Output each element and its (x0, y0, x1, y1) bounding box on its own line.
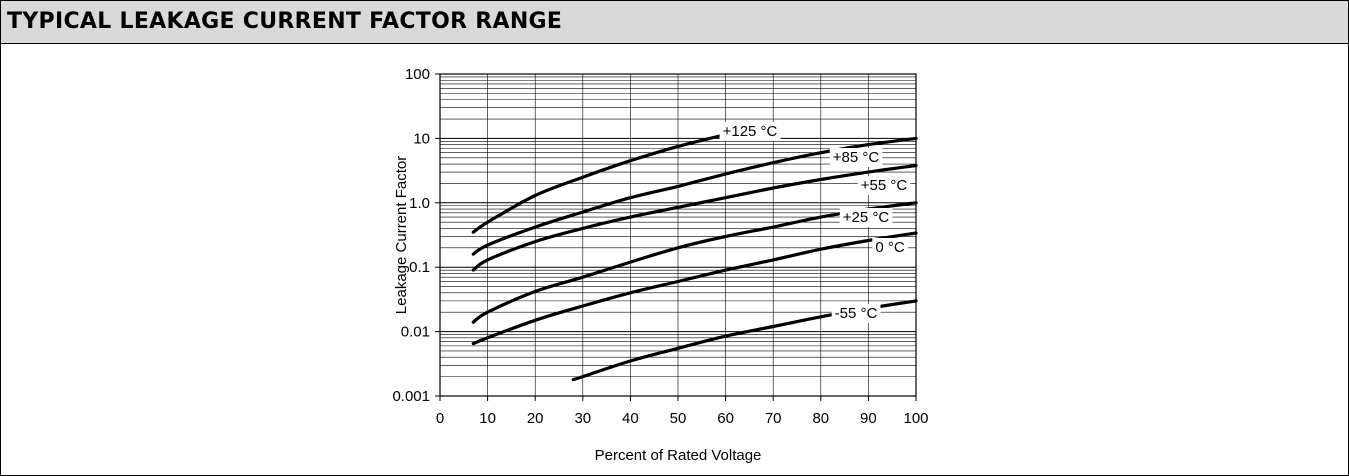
y-tick-label: 1.0 (409, 195, 430, 212)
series-label-group: +25 °C (839, 208, 893, 227)
figure-title: TYPICAL LEAKAGE CURRENT FACTOR RANGE (7, 9, 563, 34)
series-label-bg (719, 122, 781, 141)
series-label-bg (872, 238, 908, 257)
x-tick-label: 30 (574, 410, 591, 427)
y-axis-label: Leakage Current Factor (393, 156, 410, 314)
series-label-bg (857, 176, 911, 195)
y-tick-label: 0.001 (392, 388, 430, 405)
series-label: +125 °C (723, 123, 778, 140)
series-label-group: +125 °C (719, 122, 781, 141)
x-axis-label: Percent of Rated Voltage (595, 447, 762, 464)
series-label-group: +55 °C (857, 176, 911, 195)
series-label: +55 °C (861, 177, 908, 194)
x-tick-label: 10 (479, 410, 496, 427)
x-tick-label: 80 (812, 410, 829, 427)
chart-grid (439, 73, 917, 397)
series-line (471, 201, 918, 324)
series-label: 0 °C (875, 239, 905, 256)
series-label-bg (831, 304, 881, 323)
y-tick-label: 100 (405, 66, 430, 83)
chart-ticks: 0 10 20 30 40 50 60 70 80 90 100 100 10 1.0 0.1 0.01 0.0… (392, 66, 928, 427)
y-tick-label: 10 (413, 130, 430, 147)
series-label-group: 0 °C (872, 238, 908, 257)
x-tick-label: 0 (436, 410, 444, 427)
x-tick-label: 90 (860, 410, 877, 427)
series-label-bg (829, 148, 883, 167)
chart-series-labels: +125 °C +85 °C +55 °C +25 °C 0 °C -55 °C (719, 122, 911, 323)
series-label-group: -55 °C (831, 304, 881, 323)
x-tick-label: 100 (903, 410, 928, 427)
series-label-bg (839, 208, 893, 227)
x-tick-label: 50 (670, 410, 687, 427)
y-tick-label: 0.01 (401, 324, 430, 341)
series-label: -55 °C (835, 305, 878, 322)
x-tick-label: 60 (717, 410, 734, 427)
series-label: +25 °C (843, 209, 890, 226)
series-line (471, 163, 918, 272)
series-label: +85 °C (833, 149, 880, 166)
x-tick-label: 20 (527, 410, 544, 427)
x-tick-label: 40 (622, 410, 639, 427)
series-label-group: +85 °C (829, 148, 883, 167)
y-tick-label: 0.1 (409, 259, 430, 276)
figure-header: TYPICAL LEAKAGE CURRENT FACTOR RANGE (1, 1, 1348, 44)
x-tick-label: 70 (765, 410, 782, 427)
series-line (471, 231, 918, 346)
